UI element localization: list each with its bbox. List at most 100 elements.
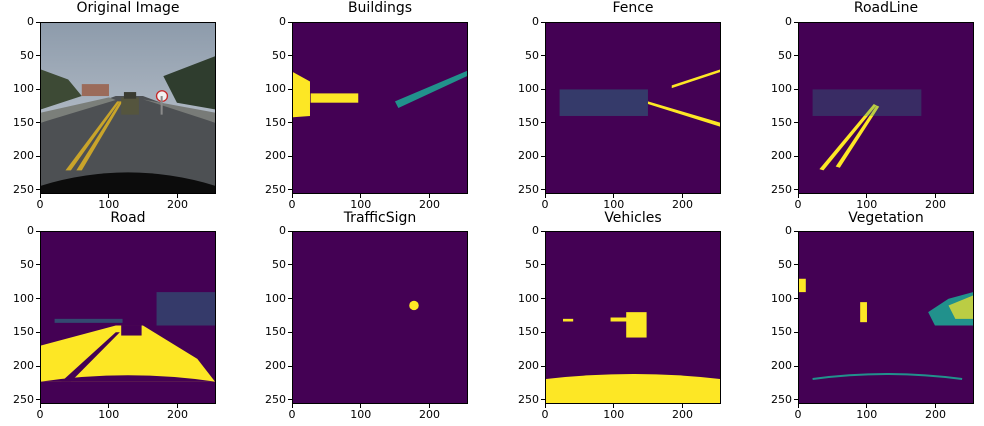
panel-title: TrafficSign	[343, 210, 417, 226]
panel-title: RoadLine	[853, 0, 919, 16]
y-tick-label: 200	[771, 359, 792, 373]
x-tick-label: 100	[350, 408, 372, 421]
x-tick-mark	[797, 404, 799, 408]
mask-region	[562, 318, 574, 322]
y-tick-mark	[794, 264, 798, 266]
y-tick-label: 150	[518, 115, 539, 129]
x-tick-mark	[39, 404, 41, 408]
y-tick-label: 150	[771, 115, 792, 129]
x-tick-mark	[797, 194, 799, 198]
y-tick-label: 50	[20, 257, 34, 271]
x-tick-label: 200	[419, 408, 440, 421]
y-tick-label: 100	[265, 291, 286, 305]
y-tick-mark	[288, 189, 292, 191]
x-tick-mark	[866, 194, 868, 198]
y-tick-label: 0	[27, 15, 34, 28]
x-tick-mark	[360, 404, 362, 408]
y-tick-label: 250	[771, 392, 792, 406]
x-tick-mark	[935, 194, 936, 198]
x-tick-mark	[682, 194, 683, 198]
y-tick-label: 100	[771, 291, 792, 305]
x-tick-mark	[39, 194, 41, 198]
y-tick-label: 0	[785, 224, 792, 237]
y-tick-label: 200	[518, 149, 539, 163]
y-tick-mark	[288, 122, 292, 124]
y-tick-label: 50	[525, 257, 539, 271]
x-tick-mark	[544, 194, 546, 198]
y-tick-mark	[541, 399, 545, 401]
y-tick-label: 0	[532, 15, 539, 28]
mask-region	[610, 317, 628, 322]
y-tick-mark	[36, 88, 40, 90]
y-tick-label: 150	[265, 325, 286, 339]
x-tick-mark	[108, 194, 110, 198]
y-tick-label: 150	[13, 325, 34, 339]
mask-region	[835, 105, 880, 168]
x-tick-mark	[429, 194, 430, 198]
x-tick-label: 0	[541, 198, 549, 211]
y-tick-label: 50	[272, 257, 286, 271]
y-tick-mark	[541, 21, 545, 23]
y-tick-label: 150	[13, 115, 34, 129]
y-tick-mark	[288, 399, 292, 401]
mask-region	[394, 70, 467, 108]
mask-region	[310, 93, 359, 103]
x-tick-label: 200	[672, 408, 693, 421]
y-tick-mark	[541, 155, 545, 157]
image-frame	[798, 231, 974, 404]
mask-region	[819, 104, 877, 171]
x-tick-mark	[544, 404, 546, 408]
y-tick-mark	[541, 230, 545, 232]
mask-background	[546, 23, 720, 193]
x-tick-mark	[291, 404, 293, 408]
mask-region	[671, 69, 720, 89]
y-tick-label: 100	[13, 82, 34, 96]
mask-region	[41, 375, 215, 382]
x-tick-mark	[866, 404, 868, 408]
x-tick-label: 100	[603, 408, 625, 421]
y-tick-mark	[541, 264, 545, 266]
image-frame	[798, 22, 974, 194]
y-tick-mark	[288, 298, 292, 300]
y-tick-mark	[36, 331, 40, 333]
y-tick-mark	[288, 88, 292, 90]
x-tick-label: 200	[672, 198, 693, 211]
y-tick-label: 100	[265, 82, 286, 96]
x-tick-mark	[291, 194, 293, 198]
y-tick-label: 100	[13, 291, 34, 305]
panel-title: Vehicles	[604, 210, 662, 226]
y-tick-mark	[794, 122, 798, 124]
trafficsign-mask	[293, 232, 467, 403]
x-tick-label: 200	[167, 408, 188, 421]
y-tick-mark	[541, 365, 545, 367]
image-frame	[40, 231, 216, 404]
y-tick-mark	[36, 298, 40, 300]
y-tick-label: 100	[518, 291, 539, 305]
roadline-mask	[799, 23, 973, 193]
mask-background	[293, 23, 467, 193]
x-tick-label: 0	[36, 408, 44, 421]
y-tick-label: 200	[13, 359, 34, 373]
y-tick-label: 100	[771, 82, 792, 96]
mask-background	[293, 232, 467, 403]
y-tick-mark	[794, 155, 798, 157]
panel-title: Buildings	[347, 0, 413, 16]
mask-region	[948, 295, 973, 319]
panel-title: Original Image	[76, 0, 180, 16]
mask-region	[812, 89, 922, 116]
x-tick-label: 200	[925, 408, 946, 421]
road-mask	[41, 232, 215, 403]
panel-title: Fence	[612, 0, 654, 16]
y-tick-label: 150	[265, 115, 286, 129]
y-tick-label: 0	[279, 15, 286, 28]
y-tick-mark	[36, 55, 40, 57]
mask-region	[409, 300, 419, 311]
y-tick-label: 100	[518, 82, 539, 96]
y-tick-label: 0	[785, 15, 792, 28]
mask-region	[546, 373, 720, 403]
image-frame	[545, 231, 721, 404]
x-tick-label: 0	[541, 408, 549, 421]
y-tick-mark	[794, 88, 798, 90]
x-tick-label: 200	[925, 198, 946, 211]
original-image-photo	[41, 23, 215, 193]
